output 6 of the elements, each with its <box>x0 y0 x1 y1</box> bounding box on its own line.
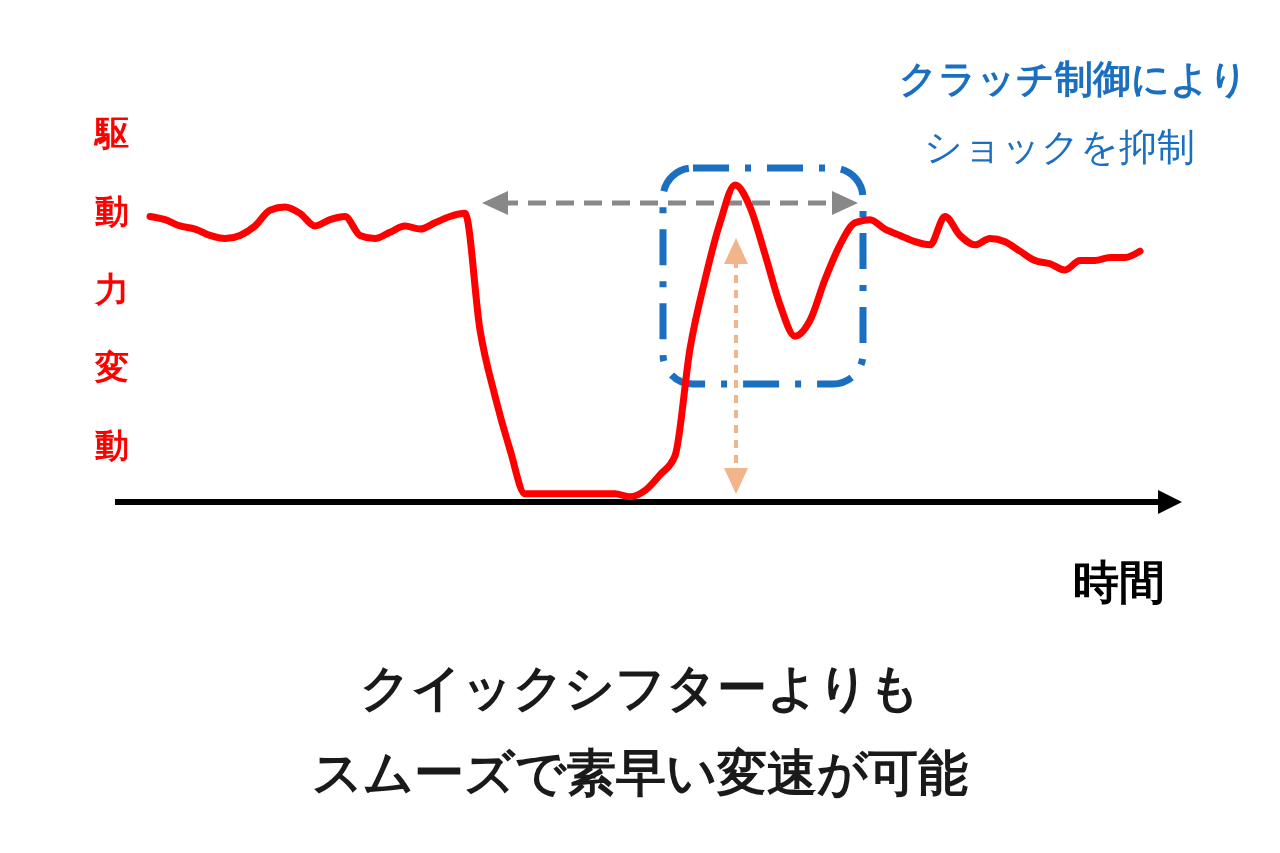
x-axis-title: 時間 <box>1073 555 1165 609</box>
text: クイックシフターよりも <box>360 659 920 717</box>
y-axis-title: 駆動力変動 <box>93 113 129 465</box>
text: クラッチ制御により <box>899 57 1248 101</box>
text: スムーズで素早い変速が可能 <box>312 744 968 802</box>
text: ショックを抑制 <box>924 125 1195 169</box>
